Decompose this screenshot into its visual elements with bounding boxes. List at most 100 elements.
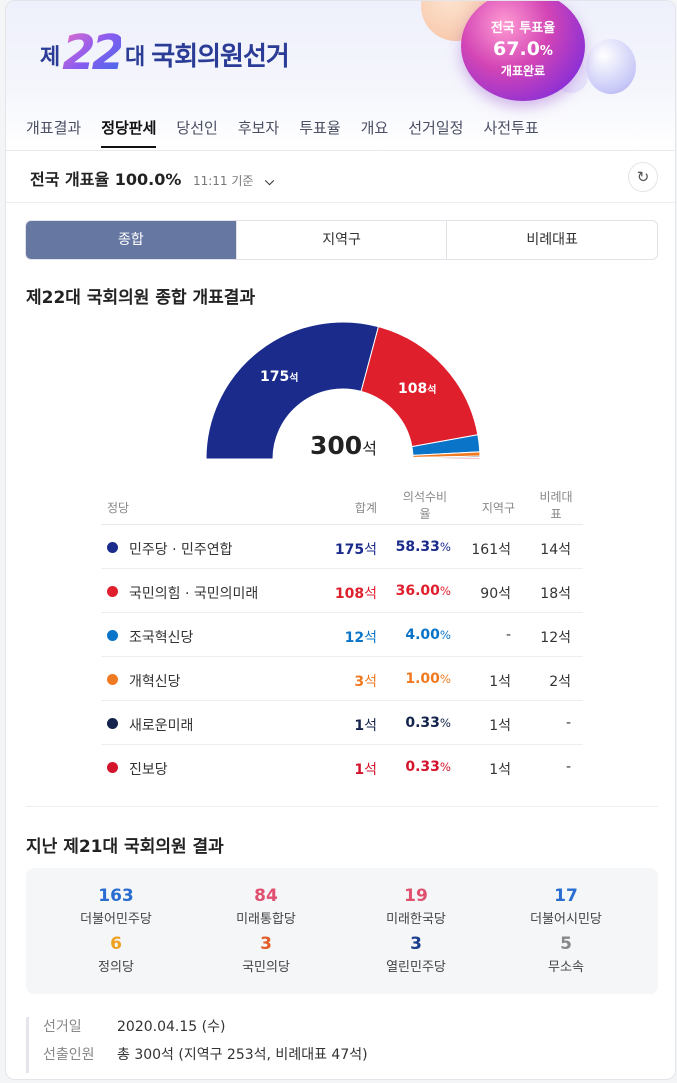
previous-party-name: 더불어민주당 <box>80 912 152 927</box>
total-seats: 300석 <box>310 431 377 460</box>
info-row-seats: 선출인원 총 300석 (지역구 253석, 비례대표 47석) <box>43 1045 368 1073</box>
party-pct-unit: % <box>439 584 451 598</box>
previous-party: 3 국민의당 <box>191 934 341 975</box>
turnout-unit: % <box>539 44 553 59</box>
seat-slice[interactable] <box>412 457 481 460</box>
previous-party: 5 무소속 <box>491 934 641 975</box>
party-name: 조국혁신당 <box>129 630 194 646</box>
party-proportional: - <box>565 715 571 731</box>
party-pct-value: 0.33 <box>405 759 440 775</box>
segment-tab[interactable]: 비례대표 <box>526 232 578 248</box>
th-ratio-line2: 율 <box>419 507 431 521</box>
nav-tab[interactable]: 당선인 <box>176 119 218 137</box>
party-total: 3석 <box>354 671 377 691</box>
th-prop-line1: 비례대 <box>539 490 573 504</box>
party-proportional: 12석 <box>540 630 571 646</box>
party-proportional: 18석 <box>540 586 571 602</box>
nav-tabs: 개표결과 정당판세 당선인 후보자 투표율 개요 선거일정 사전투표 <box>26 117 559 148</box>
party-pct: 36.00% <box>396 583 451 599</box>
party-table: 정당 합계 의석수비 율 지역구 비례대 표 민주당 · 민주연합 175석 58.33… <box>101 485 583 789</box>
party-total: 1석 <box>354 715 377 735</box>
chevron-down-icon[interactable]: ⌵ <box>265 174 275 188</box>
nav-tab[interactable]: 개표결과 <box>26 119 82 137</box>
nav-tab[interactable]: 개요 <box>360 119 389 137</box>
previous-seats: 84 <box>254 886 278 906</box>
seat-label-2: 108석 <box>398 381 436 397</box>
previous-party: 84 미래통합당 <box>191 886 341 927</box>
party-pct: 4.00% <box>405 627 451 643</box>
previous-party: 17 더불어시민당 <box>491 886 641 927</box>
count-status[interactable]: 전국 개표율 100.0% 11:11 기준 ⌵ <box>30 166 274 190</box>
table-header: 정당 합계 의석수비 율 지역구 비례대 표 <box>101 485 583 525</box>
seat-slice[interactable] <box>205 321 380 460</box>
logo-suffix: 대 <box>125 45 146 70</box>
seat-label-1: 175석 <box>260 369 298 385</box>
nav-tab[interactable]: 정당판세 <box>101 117 157 148</box>
previous-seats: 163 <box>98 886 134 906</box>
logo-title: 국회의원선거 <box>151 42 290 72</box>
seat-label-unit: 석 <box>427 385 437 396</box>
table-row[interactable]: 조국혁신당 12석 4.00% - 12석 <box>101 613 583 657</box>
decor-bubble <box>586 39 636 94</box>
party-district: 1석 <box>489 762 511 778</box>
party-total-unit: 석 <box>364 718 377 734</box>
info-value: 2020.04.15 (수) <box>117 1019 226 1035</box>
party-total: 175석 <box>335 539 377 559</box>
table-row[interactable]: 국민의힘 · 국민의미래 108석 36.00% 90석 18석 <box>101 569 583 613</box>
party-color-dot <box>107 674 118 685</box>
party-total-value: 175 <box>334 542 365 558</box>
seat-chart: 175석 108석 300석 <box>202 319 484 469</box>
party-name: 개혁신당 <box>129 674 181 690</box>
summary-title: 제22대 국회의원 종합 개표결과 <box>26 288 256 308</box>
party-color-dot <box>107 762 118 773</box>
party-pct: 0.33% <box>405 759 451 775</box>
previous-seats: 3 <box>410 934 422 954</box>
party-name: 국민의힘 · 국민의미래 <box>129 586 259 602</box>
party-total-value: 12 <box>344 630 365 646</box>
seat-label-unit: 석 <box>289 373 299 384</box>
party-district: 1석 <box>489 718 511 734</box>
nav-tab[interactable]: 선거일정 <box>408 119 464 137</box>
previous-party-name: 미래통합당 <box>236 912 296 927</box>
party-pct-unit: % <box>439 672 451 686</box>
party-pct-value: 4.00 <box>405 627 440 643</box>
previous-party-name: 열린민주당 <box>386 960 446 975</box>
turnout-badge: 전국 투표율 67.0% 개표완료 <box>461 1 585 101</box>
th-total: 합계 <box>354 501 377 515</box>
previous-party: 163 더불어민주당 <box>41 886 191 927</box>
refresh-icon[interactable]: ↻ <box>628 162 658 192</box>
party-total-unit: 석 <box>364 674 377 690</box>
th-party: 정당 <box>107 501 130 515</box>
segment-tab[interactable]: 지역구 <box>237 221 448 259</box>
previous-party: 19 미래한국당 <box>341 886 491 927</box>
previous-seats: 5 <box>560 934 572 954</box>
nav-tab[interactable]: 후보자 <box>237 119 280 137</box>
party-pct-value: 58.33 <box>395 539 440 555</box>
table-row[interactable]: 개혁신당 3석 1.00% 1석 2석 <box>101 657 583 701</box>
segment-tab[interactable]: 종합 <box>26 221 237 259</box>
previous-seats: 3 <box>260 934 272 954</box>
table-row[interactable]: 진보당 1석 0.33% 1석 - <box>101 745 583 789</box>
previous-seats: 6 <box>110 934 122 954</box>
table-row[interactable]: 새로운미래 1석 0.33% 1석 - <box>101 701 583 745</box>
th-ratio-line1: 의석수비 <box>402 490 448 504</box>
previous-party-name: 미래한국당 <box>386 912 446 927</box>
nav-tab[interactable]: 투표율 <box>299 119 341 137</box>
party-total: 108석 <box>335 583 377 603</box>
nav-tab[interactable]: 사전투표 <box>483 119 539 137</box>
count-value: 100.0 <box>114 170 166 189</box>
info-label: 선거일 <box>43 1019 82 1035</box>
party-total: 12석 <box>345 627 377 647</box>
table-row[interactable]: 민주당 · 민주연합 175석 58.33% 161석 14석 <box>101 525 583 569</box>
party-pct: 58.33% <box>396 539 451 555</box>
party-district: 1석 <box>489 674 511 690</box>
party-pct-unit: % <box>439 716 451 730</box>
party-district: 90석 <box>480 586 511 602</box>
previous-party: 3 열린민주당 <box>341 934 491 975</box>
th-district: 지역구 <box>481 501 515 515</box>
election-card: 제 22 대 국회의원선거 전국 투표율 67.0% 개표완료 개표결과 정당판세… <box>5 0 676 1080</box>
previous-seats: 19 <box>404 886 428 906</box>
election-info: 선거일 2020.04.15 (수) 선출인원 총 300석 (지역구 253석, … <box>26 1017 368 1073</box>
party-color-dot <box>107 586 118 597</box>
total-seats-value: 300 <box>310 431 363 460</box>
